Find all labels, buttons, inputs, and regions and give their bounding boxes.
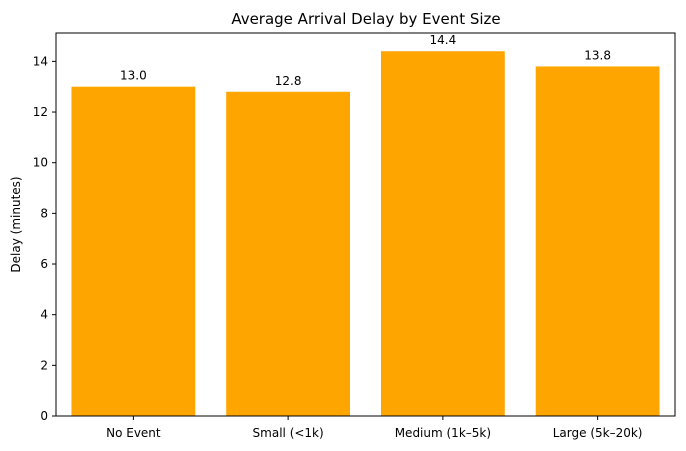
bar bbox=[535, 66, 660, 416]
y-tick-label: 8 bbox=[40, 206, 48, 220]
data-label: 12.8 bbox=[275, 74, 302, 88]
bar bbox=[380, 51, 505, 417]
data-label: 13.8 bbox=[584, 48, 611, 62]
x-tick-label: Large (5k–20k) bbox=[553, 426, 643, 440]
bar bbox=[71, 86, 196, 416]
x-tick-label: Small (<1k) bbox=[253, 426, 324, 440]
data-label: 13.0 bbox=[120, 69, 147, 83]
y-tick-label: 0 bbox=[40, 409, 48, 423]
data-label: 14.4 bbox=[430, 33, 457, 47]
y-axis-label: Delay (minutes) bbox=[9, 176, 23, 272]
bar bbox=[226, 91, 351, 417]
y-tick-label: 4 bbox=[40, 308, 48, 322]
y-tick-label: 2 bbox=[40, 358, 48, 372]
y-tick-label: 14 bbox=[33, 54, 48, 68]
plot-area: 13.0 12.8 14.4 13.8 0 2 4 6 8 10 12 14 No Event Small… bbox=[33, 32, 676, 440]
axes-frame bbox=[55, 32, 676, 417]
x-tick-label: Medium (1k–5k) bbox=[395, 426, 491, 440]
chart-title: Average Arrival Delay by Event Size bbox=[231, 10, 500, 28]
y-tick-label: 12 bbox=[33, 105, 48, 119]
y-tick-label: 10 bbox=[33, 156, 48, 170]
y-tick-label: 6 bbox=[40, 257, 48, 271]
x-tick-label: No Event bbox=[106, 426, 161, 440]
